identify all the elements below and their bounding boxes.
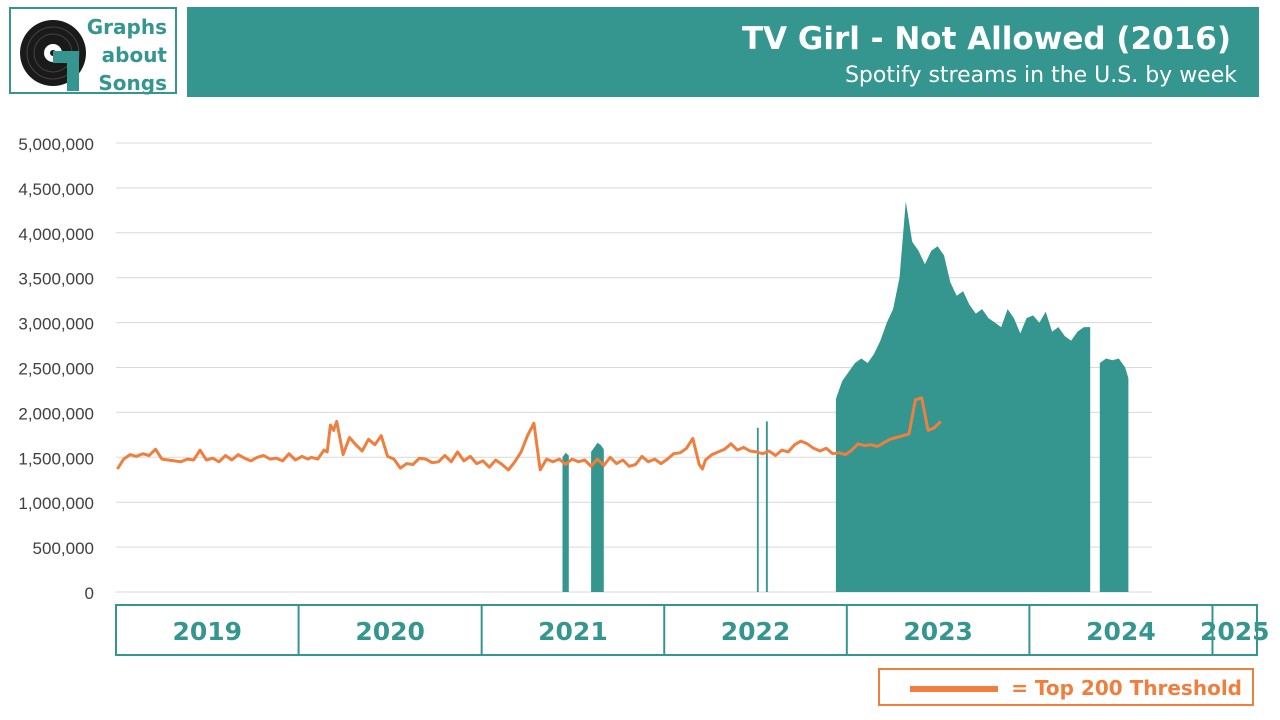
- header-bar: TV Girl - Not Allowed (2016) Spotify str…: [187, 7, 1259, 97]
- y-tick-label: 5,000,000: [18, 135, 94, 154]
- year-label: 2023: [903, 617, 973, 646]
- year-label: 2019: [172, 617, 242, 646]
- streams-area: [835, 201, 1091, 592]
- y-tick-label: 1,500,000: [18, 449, 94, 468]
- y-tick-label: 3,000,000: [18, 315, 94, 334]
- y-tick-label: 1,000,000: [18, 494, 94, 513]
- year-label: 2024: [1086, 617, 1156, 646]
- y-tick-label: 4,500,000: [18, 180, 94, 199]
- page-title: TV Girl - Not Allowed (2016): [741, 21, 1231, 57]
- year-axis-band: [115, 604, 1258, 656]
- streams-area: [765, 421, 768, 592]
- y-tick-label: 4,000,000: [18, 225, 94, 244]
- y-tick-label: 2,500,000: [18, 360, 94, 379]
- streams-area: [756, 427, 759, 592]
- legend: = Top 200 Threshold: [878, 668, 1254, 706]
- streams-area: [562, 452, 569, 592]
- year-label: 2021: [538, 617, 608, 646]
- logo: Graphs about Songs: [9, 7, 177, 95]
- logo-line-3: Songs: [98, 71, 167, 95]
- streams-area: [1099, 358, 1129, 592]
- logo-line-1: Graphs: [86, 15, 167, 39]
- page-subtitle: Spotify streams in the U.S. by week: [844, 63, 1237, 88]
- vinyl-record-icon: [20, 20, 86, 91]
- threshold-line: [116, 396, 942, 472]
- year-label: 2022: [721, 617, 791, 646]
- legend-threshold-label: = Top 200 Threshold: [1011, 676, 1242, 700]
- streams-area: [591, 442, 604, 592]
- year-label: 2020: [355, 617, 425, 646]
- logo-line-2: about: [101, 43, 167, 67]
- y-tick-label: 500,000: [33, 539, 94, 558]
- y-tick-label: 3,500,000: [18, 270, 94, 289]
- legend-threshold-swatch: [910, 686, 998, 692]
- y-tick-label: 2,000,000: [18, 404, 94, 423]
- year-label: 2025: [1200, 617, 1270, 646]
- y-tick-label: 0: [85, 584, 94, 603]
